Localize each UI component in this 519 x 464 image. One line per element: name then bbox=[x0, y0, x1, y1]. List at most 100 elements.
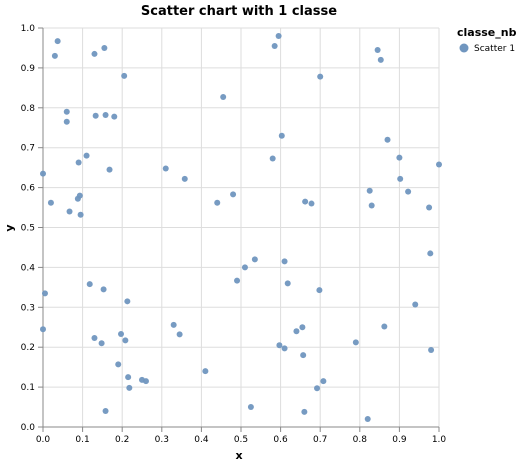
data-point bbox=[142, 378, 149, 385]
data-point bbox=[41, 290, 48, 297]
data-point bbox=[302, 198, 309, 205]
data-point bbox=[91, 50, 98, 57]
data-point bbox=[115, 361, 122, 368]
data-point bbox=[220, 94, 227, 101]
data-point bbox=[352, 339, 359, 346]
data-point bbox=[100, 286, 107, 293]
grid bbox=[42, 27, 440, 428]
data-point bbox=[63, 118, 70, 125]
x-tick-label: 0.5 bbox=[234, 435, 248, 445]
data-point bbox=[316, 287, 323, 294]
y-tick-label: 0.2 bbox=[21, 343, 35, 353]
x-tick-label: 0.1 bbox=[75, 435, 89, 445]
data-point bbox=[102, 111, 109, 118]
data-point bbox=[381, 323, 388, 330]
y-tick-label: 0.9 bbox=[21, 64, 36, 74]
y-tick-label: 0.4 bbox=[21, 263, 36, 273]
x-tick-label: 0.4 bbox=[194, 435, 209, 445]
data-point bbox=[293, 328, 300, 335]
data-point bbox=[377, 56, 384, 63]
data-point bbox=[317, 73, 324, 80]
x-tick-label: 0.7 bbox=[313, 435, 327, 445]
data-point bbox=[40, 326, 46, 333]
data-point bbox=[126, 384, 133, 391]
data-point bbox=[124, 298, 131, 305]
x-tick-label: 0.9 bbox=[392, 435, 407, 445]
data-point bbox=[63, 108, 70, 115]
data-point bbox=[202, 368, 209, 375]
data-point bbox=[314, 385, 321, 392]
data-point bbox=[40, 170, 46, 177]
legend-title: classe_nb bbox=[457, 26, 517, 39]
data-point bbox=[405, 188, 412, 195]
data-point bbox=[75, 159, 82, 166]
data-point bbox=[427, 250, 434, 257]
data-point bbox=[54, 38, 61, 45]
legend: classe_nb Scatter 1 bbox=[457, 26, 517, 54]
data-point bbox=[428, 346, 435, 353]
y-tick-label: 0.3 bbox=[21, 303, 35, 313]
data-point bbox=[102, 408, 109, 415]
data-point bbox=[101, 44, 108, 51]
x-tick-label: 0.6 bbox=[273, 435, 288, 445]
y-tick-label: 0.5 bbox=[21, 224, 35, 234]
data-point bbox=[426, 204, 433, 211]
legend-label: Scatter 1 bbox=[474, 44, 515, 54]
data-point bbox=[281, 258, 288, 265]
data-point bbox=[91, 335, 98, 342]
chart-title: Scatter chart with 1 classe bbox=[141, 4, 337, 19]
y-tick-label: 0.6 bbox=[21, 184, 36, 194]
data-point bbox=[111, 113, 118, 120]
data-point bbox=[241, 264, 248, 271]
data-point bbox=[275, 32, 282, 39]
data-point bbox=[436, 161, 442, 168]
data-point bbox=[366, 187, 373, 194]
data-point bbox=[121, 72, 128, 79]
data-point bbox=[396, 154, 403, 161]
y-axis-title: y bbox=[3, 224, 16, 231]
data-point bbox=[125, 374, 132, 381]
data-point bbox=[214, 199, 221, 206]
data-point bbox=[281, 345, 288, 352]
data-point bbox=[47, 199, 54, 206]
data-point bbox=[284, 280, 291, 287]
data-point bbox=[106, 166, 113, 173]
data-point bbox=[251, 256, 258, 263]
data-point bbox=[51, 52, 58, 59]
x-tick-label: 1.0 bbox=[432, 435, 447, 445]
data-point bbox=[83, 152, 90, 159]
data-point bbox=[299, 324, 306, 331]
data-point bbox=[234, 277, 241, 284]
y-tick-label: 0.1 bbox=[21, 383, 35, 393]
data-point bbox=[412, 301, 419, 308]
data-point bbox=[77, 211, 84, 218]
data-point bbox=[397, 175, 404, 182]
data-point bbox=[247, 404, 254, 411]
data-points bbox=[40, 32, 442, 423]
legend-symbol bbox=[459, 43, 469, 53]
x-axis-title: x bbox=[235, 449, 242, 462]
data-point bbox=[276, 342, 283, 349]
data-point bbox=[308, 200, 315, 207]
data-point bbox=[118, 331, 125, 338]
data-point bbox=[92, 112, 99, 119]
y-tick-label: 0.8 bbox=[21, 104, 36, 114]
data-point bbox=[368, 202, 375, 209]
data-point bbox=[278, 132, 285, 139]
x-tick-label: 0.2 bbox=[115, 435, 129, 445]
x-tick-label: 0.0 bbox=[36, 435, 51, 445]
data-point bbox=[364, 416, 371, 423]
y-tick-label: 0.0 bbox=[21, 423, 36, 433]
data-point bbox=[122, 337, 129, 344]
data-point bbox=[86, 281, 93, 288]
x-tick-label: 0.8 bbox=[353, 435, 368, 445]
data-point bbox=[300, 352, 307, 359]
data-point bbox=[162, 165, 169, 172]
data-point bbox=[230, 191, 237, 198]
data-point bbox=[76, 192, 83, 199]
data-point bbox=[176, 331, 183, 338]
data-point bbox=[271, 42, 278, 49]
data-point bbox=[269, 155, 276, 162]
y-tick-label: 0.7 bbox=[21, 144, 35, 154]
data-point bbox=[384, 136, 391, 143]
